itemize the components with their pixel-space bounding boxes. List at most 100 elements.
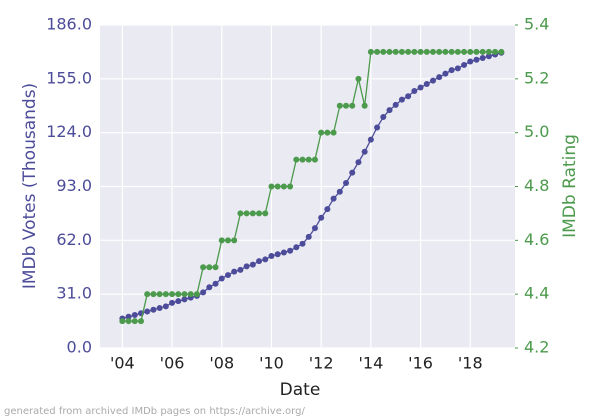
data-point (330, 195, 337, 202)
x-tick-label: '18 (458, 354, 483, 373)
data-point (224, 272, 231, 279)
data-point (268, 252, 275, 259)
data-point (405, 48, 412, 55)
data-point (405, 93, 412, 100)
data-point (417, 48, 424, 55)
data-point (473, 48, 480, 55)
data-point (349, 169, 356, 176)
data-point (193, 291, 200, 298)
y-tick-label: 124.0 (46, 122, 92, 141)
data-point (262, 210, 269, 217)
data-point (131, 318, 138, 325)
data-point (243, 210, 250, 217)
data-point (343, 180, 350, 187)
data-point (311, 156, 318, 163)
data-point (367, 48, 374, 55)
data-point (256, 258, 263, 265)
data-point (467, 58, 474, 65)
data-point (461, 48, 468, 55)
data-point (280, 183, 287, 190)
y2-tick-label: 5.0 (524, 122, 549, 141)
data-point (448, 48, 455, 55)
data-point (498, 48, 505, 55)
data-point (299, 240, 306, 247)
y-axis-label: IMDb Votes (Thousands) (20, 83, 40, 289)
data-point (218, 275, 225, 282)
data-point (349, 102, 356, 109)
data-point (343, 102, 350, 109)
data-point (287, 183, 294, 190)
data-point (429, 77, 436, 84)
data-point (492, 48, 499, 55)
data-point (144, 308, 151, 315)
data-point (181, 296, 188, 303)
data-point (249, 210, 256, 217)
data-point (119, 318, 126, 325)
data-point (305, 233, 312, 240)
data-point (156, 305, 163, 312)
data-point (330, 129, 337, 136)
data-point (293, 156, 300, 163)
data-point (162, 303, 169, 310)
x-axis-label: Date (280, 380, 321, 400)
data-point (374, 124, 381, 131)
data-point (200, 289, 207, 296)
data-point (374, 48, 381, 55)
data-point (324, 129, 331, 136)
data-point (162, 291, 169, 298)
data-point (336, 188, 343, 195)
data-point (429, 48, 436, 55)
data-point (380, 114, 387, 121)
data-point (398, 48, 405, 55)
x-tick-label: '04 (110, 354, 135, 373)
data-point (249, 261, 256, 268)
data-point (417, 84, 424, 91)
data-point (355, 159, 362, 166)
data-point (287, 247, 294, 254)
data-point (311, 225, 318, 232)
y2-tick-label: 4.6 (524, 230, 549, 249)
data-point (367, 136, 374, 143)
data-point (355, 75, 362, 82)
x-tick-label: '12 (309, 354, 334, 373)
data-point (212, 280, 219, 287)
data-point (138, 318, 145, 325)
y2-tick-label: 5.2 (524, 68, 549, 87)
data-point (256, 210, 263, 217)
data-point (479, 48, 486, 55)
data-point (479, 54, 486, 61)
data-point (206, 284, 213, 291)
data-point (262, 256, 269, 263)
data-point (169, 299, 176, 306)
data-point (361, 148, 368, 155)
data-point (181, 291, 188, 298)
data-point (461, 61, 468, 68)
data-point (442, 70, 449, 77)
data-point (392, 48, 399, 55)
data-point (442, 48, 449, 55)
data-point (243, 263, 250, 270)
data-point (200, 264, 207, 271)
data-point (218, 237, 225, 244)
y-tick-label: 155.0 (46, 68, 92, 87)
data-point (125, 318, 132, 325)
data-point (169, 291, 176, 298)
x-tick-label: '10 (259, 354, 284, 373)
data-point (305, 156, 312, 163)
data-point (467, 48, 474, 55)
y-tick-label: 186.0 (46, 15, 92, 34)
data-point (454, 48, 461, 55)
data-point (144, 291, 151, 298)
data-point (231, 268, 238, 275)
data-point (485, 48, 492, 55)
x-tick-label: '06 (160, 354, 185, 373)
data-point (411, 48, 418, 55)
data-point (293, 244, 300, 251)
data-point (473, 56, 480, 63)
data-point (454, 65, 461, 72)
data-point (268, 183, 275, 190)
data-point (324, 206, 331, 213)
data-point (448, 67, 455, 74)
